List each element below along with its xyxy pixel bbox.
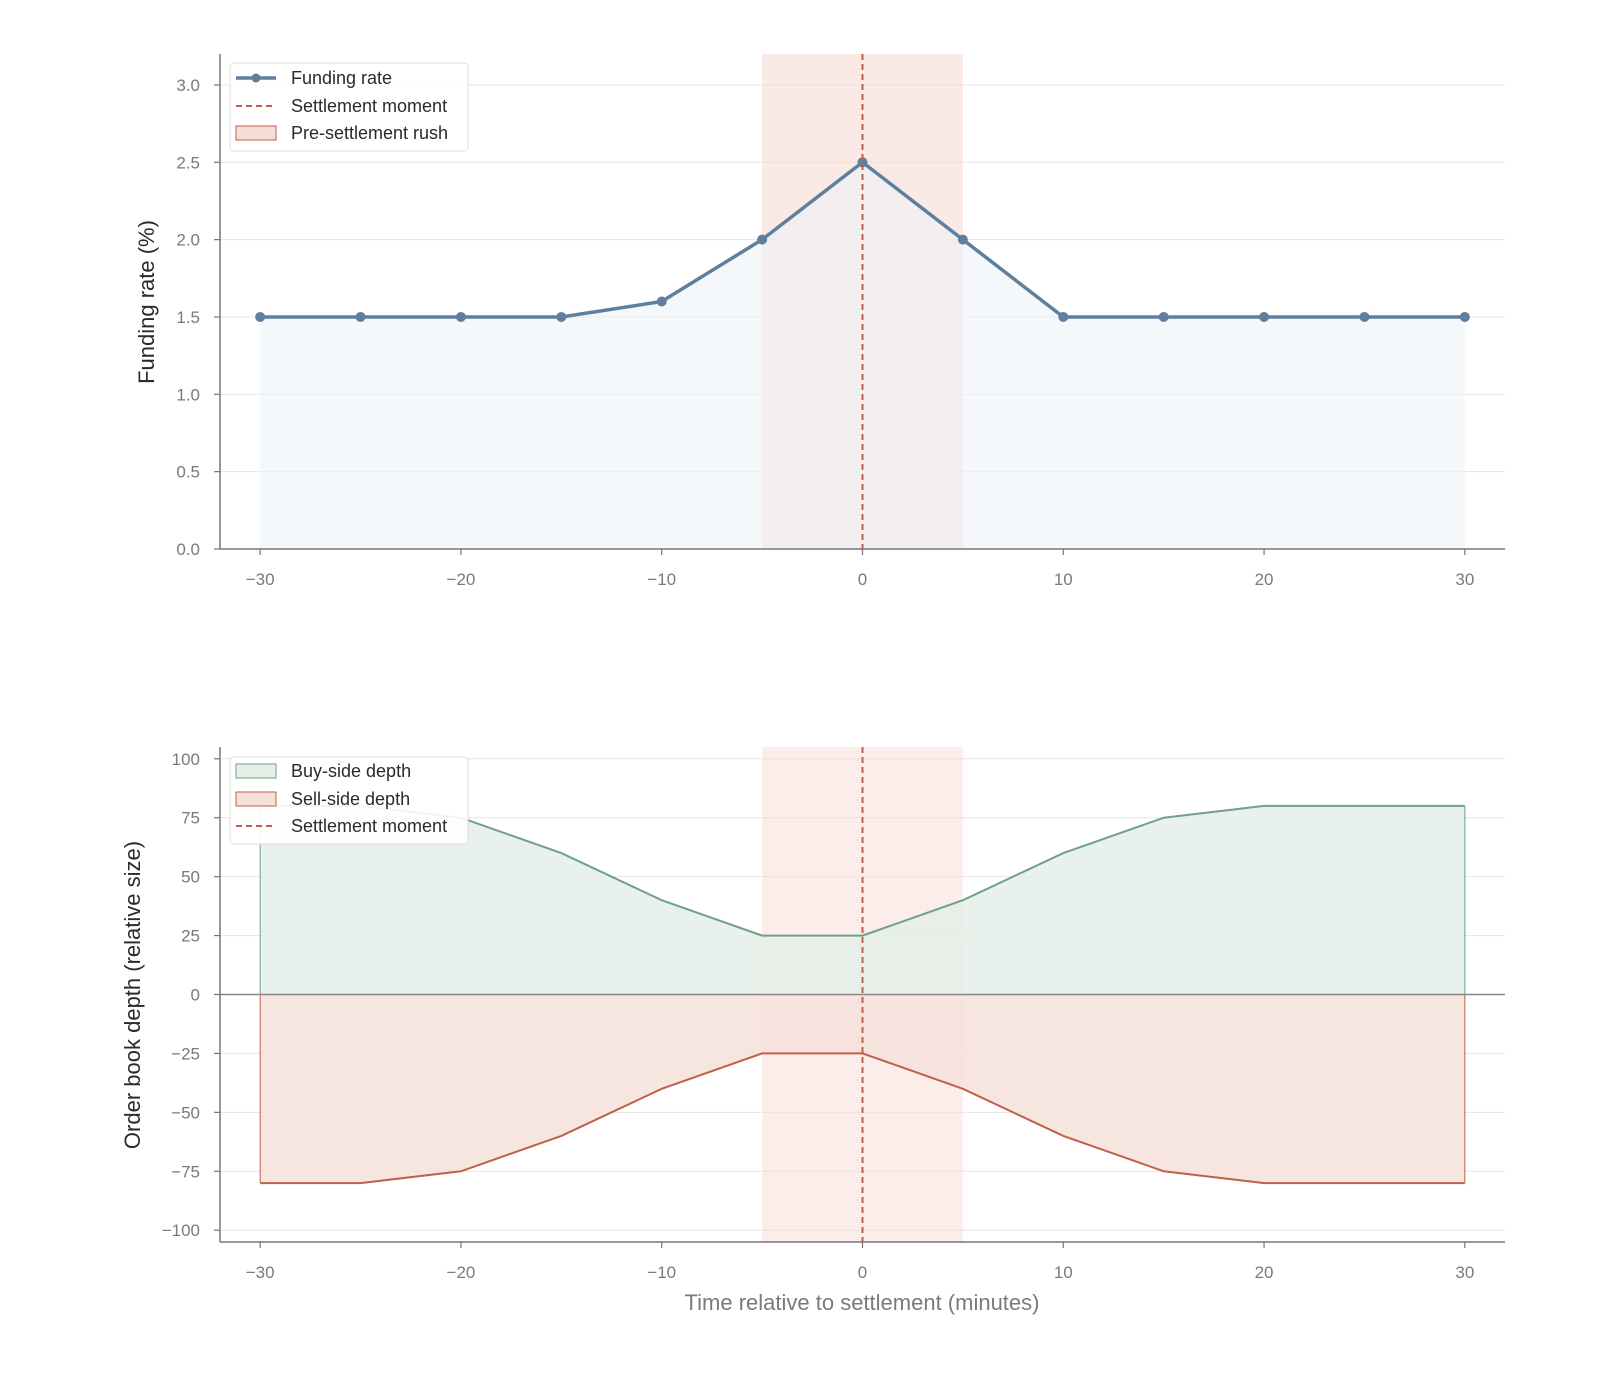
y-tick-label: 25 bbox=[181, 927, 200, 946]
x-tick-label: −20 bbox=[447, 1263, 476, 1282]
buy-side-depth-area bbox=[260, 805, 1465, 995]
sell-side-depth-line bbox=[260, 1052, 1465, 1185]
legend-entry-funding-rate: Funding rate bbox=[236, 68, 392, 88]
y-tick-label: 2.5 bbox=[176, 153, 200, 172]
y-tick-label: 1.5 bbox=[176, 308, 200, 327]
legend-swatch-sell-side-depth bbox=[235, 791, 277, 807]
x-tick-label: 20 bbox=[1255, 570, 1274, 589]
legend-label-funding-rate: Funding rate bbox=[291, 68, 392, 88]
legend-label-buy-side-depth: Buy-side depth bbox=[291, 761, 411, 781]
x-tick-label: 30 bbox=[1455, 570, 1474, 589]
y-tick-label: −50 bbox=[171, 1103, 200, 1122]
funding-rate-point bbox=[1058, 311, 1069, 322]
x-tick-label: 10 bbox=[1054, 1263, 1073, 1282]
x-tick-label: 0 bbox=[858, 1263, 867, 1282]
x-tick-label: 30 bbox=[1455, 1263, 1474, 1282]
funding-rate-point bbox=[857, 157, 868, 168]
depth-x-axis-title: Time relative to settlement (minutes) bbox=[685, 1290, 1040, 1315]
x-tick-label: 10 bbox=[1054, 570, 1073, 589]
y-tick-label: 2.0 bbox=[176, 231, 200, 250]
y-tick-label: −25 bbox=[171, 1044, 200, 1063]
funding-rate-point bbox=[255, 311, 266, 322]
funding-rate-point bbox=[757, 234, 768, 245]
funding-legend-box bbox=[229, 62, 469, 152]
funding-y-axis-title: Funding rate (%) bbox=[134, 220, 159, 384]
funding-rate-points bbox=[255, 157, 1470, 322]
x-tick-label: −30 bbox=[246, 1263, 275, 1282]
depth-legend-box bbox=[229, 756, 469, 845]
funding-rate-point bbox=[1259, 311, 1270, 322]
depth-y-axis-title: Order book depth (relative size) bbox=[120, 841, 145, 1149]
y-tick-label: 50 bbox=[181, 868, 200, 887]
legend-label-pre-settlement-rush: Pre-settlement rush bbox=[291, 123, 448, 143]
legend-entry-buy-side-depth: Buy-side depth bbox=[235, 761, 411, 781]
legend-label-sell-side-depth: Sell-side depth bbox=[291, 789, 410, 809]
funding-y-ticks: 0.0 0.5 1.0 1.5 2.0 2.5 3.0 bbox=[176, 76, 220, 559]
legend-label-settlement-moment: Settlement moment bbox=[291, 816, 447, 836]
legend-entry-pre-settlement-rush: Pre-settlement rush bbox=[235, 123, 448, 143]
sell-side-depth-area bbox=[260, 994, 1465, 1184]
y-tick-label: 0.0 bbox=[176, 540, 200, 559]
funding-rate-point bbox=[1158, 311, 1169, 322]
funding-legend: Funding rate Settlement moment Pre-settl… bbox=[229, 62, 469, 152]
funding-rate-point bbox=[1359, 311, 1370, 322]
funding-rate-panel: 0.0 0.5 1.0 1.5 2.0 2.5 3.0 −30 −20 −10 0 10 20 30 F… bbox=[134, 54, 1505, 589]
y-tick-label: 75 bbox=[181, 809, 200, 828]
y-tick-label: 3.0 bbox=[176, 76, 200, 95]
legend-entry-sell-side-depth: Sell-side depth bbox=[235, 789, 410, 809]
y-tick-label: 100 bbox=[172, 750, 200, 769]
funding-rate-point bbox=[556, 311, 567, 322]
funding-rate-point bbox=[355, 311, 366, 322]
y-tick-label: −75 bbox=[171, 1162, 200, 1181]
legend-entry-settlement-moment: Settlement moment bbox=[236, 816, 447, 836]
y-tick-label: −100 bbox=[162, 1221, 200, 1240]
x-tick-label: 20 bbox=[1255, 1263, 1274, 1282]
legend-swatch-pre-settlement-rush bbox=[235, 125, 277, 141]
legend-marker-funding-rate bbox=[251, 73, 261, 83]
legend-entry-settlement-moment: Settlement moment bbox=[236, 96, 447, 116]
funding-rate-point bbox=[1459, 311, 1470, 322]
funding-rate-point bbox=[957, 234, 968, 245]
depth-legend: Buy-side depth Sell-side depth Settlemen… bbox=[229, 756, 469, 845]
y-tick-label: 1.0 bbox=[176, 385, 200, 404]
x-tick-label: −10 bbox=[647, 570, 676, 589]
x-tick-label: −10 bbox=[647, 1263, 676, 1282]
x-tick-label: −30 bbox=[246, 570, 275, 589]
y-tick-label: 0.5 bbox=[176, 463, 200, 482]
depth-x-ticks: −30 −20 −10 0 10 20 30 bbox=[246, 1242, 1474, 1282]
funding-rate-point bbox=[455, 311, 466, 322]
funding-rate-point bbox=[656, 296, 667, 307]
depth-y-ticks: −100 −75 −50 −25 0 25 50 75 100 bbox=[162, 750, 220, 1240]
x-tick-label: −20 bbox=[447, 570, 476, 589]
legend-swatch-buy-side-depth bbox=[235, 763, 277, 779]
y-tick-label: 0 bbox=[191, 986, 200, 1005]
legend-label-settlement-moment: Settlement moment bbox=[291, 96, 447, 116]
x-tick-label: 0 bbox=[858, 570, 867, 589]
funding-x-ticks: −30 −20 −10 0 10 20 30 bbox=[246, 549, 1474, 589]
